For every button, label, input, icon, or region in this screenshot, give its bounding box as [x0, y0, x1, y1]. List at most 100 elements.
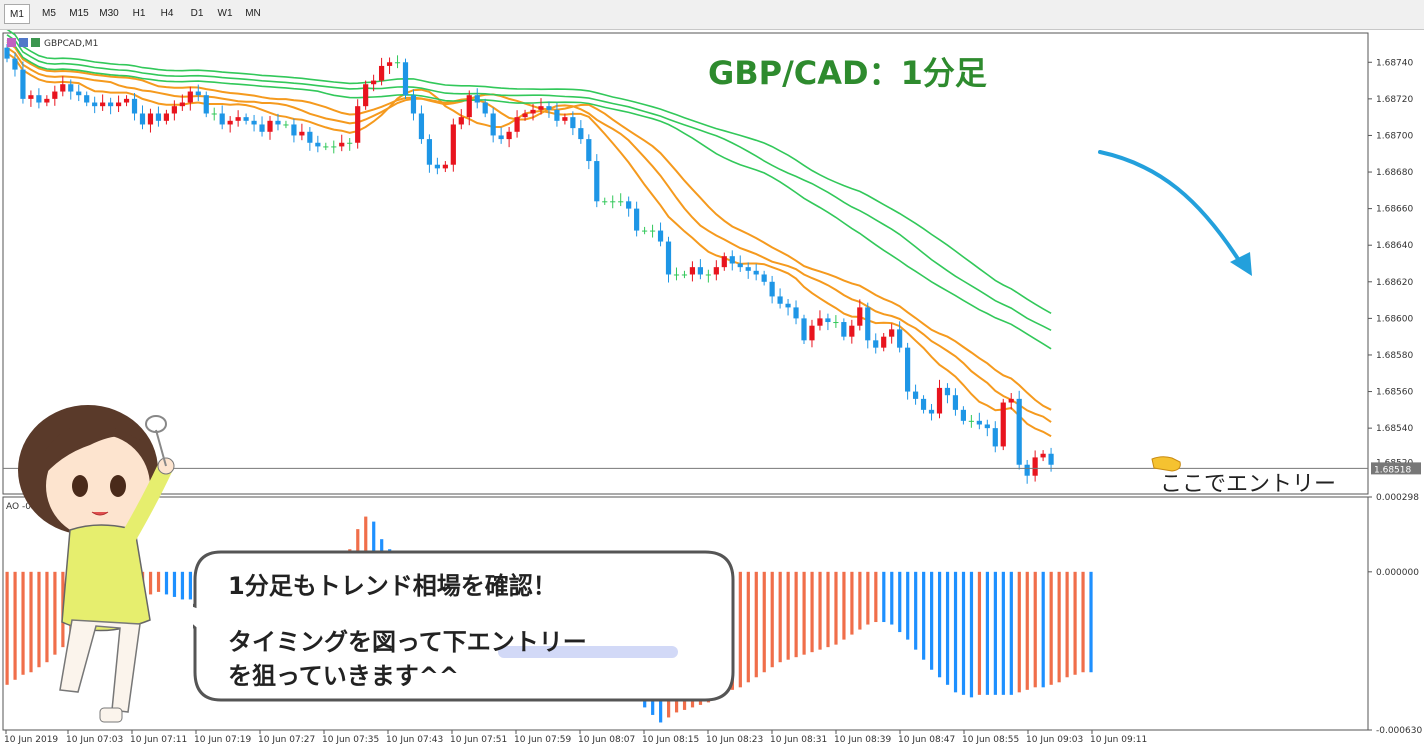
ao-bar: [842, 571, 846, 640]
ao-bar: [29, 571, 33, 673]
candle-body: [76, 91, 82, 96]
time-tick-label: 10 Jun 09:03: [1026, 735, 1083, 745]
candle-body: [92, 102, 98, 107]
timeframe-w1-button[interactable]: W1: [217, 8, 233, 19]
ao-bar: [818, 571, 822, 650]
ao-bar: [754, 571, 758, 678]
candle-body: [634, 208, 640, 231]
timeframe-m1-button[interactable]: M1: [4, 4, 30, 24]
fast-ma-line: [6, 41, 1052, 411]
candle-body: [4, 47, 10, 59]
ao-bar: [937, 571, 942, 678]
ao-bar: [794, 571, 798, 658]
candle-body: [881, 336, 887, 348]
candle-body: [331, 146, 337, 148]
ao-panel-frame: [2, 496, 1369, 731]
main-panel-frame: [2, 32, 1369, 495]
candle-body: [1000, 402, 1006, 447]
candle-body: [753, 270, 759, 275]
candle-body: [259, 124, 265, 132]
current-price-label: 1.68518: [1374, 465, 1411, 475]
girl-legs: [59, 619, 141, 713]
candle-body: [952, 395, 959, 410]
timeframe-mn-button[interactable]: MN: [245, 8, 261, 19]
candle-body: [84, 95, 90, 103]
candle-body: [115, 102, 122, 107]
candle-body: [466, 95, 472, 118]
candle-body: [849, 325, 855, 337]
timeframe-m15-button[interactable]: M15: [69, 8, 89, 19]
slow-ma-line: [6, 30, 1052, 314]
candle-body: [905, 347, 911, 392]
candle-body: [386, 62, 393, 66]
symbol-icon: [19, 38, 28, 47]
candle-body: [673, 274, 680, 276]
ao-tick-label: 0.000000: [1376, 568, 1419, 578]
ao-bar: [945, 571, 950, 685]
time-tick-label: 10 Jun 07:11: [130, 735, 187, 745]
ao-bar: [1033, 571, 1037, 688]
time-tick-label: 10 Jun 08:39: [834, 735, 891, 745]
time-tick-label: 10 Jun 08:15: [642, 735, 699, 745]
candle-body: [912, 391, 919, 399]
ao-bar: [834, 571, 838, 645]
ao-tick-label: 0.000298: [1376, 493, 1419, 503]
price-tick-label: 1.68560: [1376, 388, 1413, 398]
candle-body: [514, 117, 520, 132]
candle-body: [833, 322, 839, 324]
price-tick-label: 1.68580: [1376, 351, 1413, 361]
girl-eye: [110, 475, 126, 497]
candle-body: [817, 318, 823, 326]
ao-bar: [45, 571, 49, 663]
candle-body: [355, 106, 361, 143]
time-tick-label: 10 Jun 2019: [4, 735, 58, 745]
price-tick-label: 1.68640: [1376, 241, 1413, 251]
ao-bar: [5, 571, 9, 685]
ao-bar: [802, 571, 806, 655]
ao-bar: [969, 571, 974, 698]
ao-bar: [858, 571, 862, 630]
candle-body: [155, 113, 162, 121]
candle-body: [594, 161, 600, 202]
candle-body: [530, 109, 536, 114]
candle-body: [1016, 398, 1022, 465]
candle-body: [267, 120, 273, 132]
ao-bar: [172, 571, 177, 597]
girl-mouth: [91, 511, 109, 516]
timeframe-h4-button[interactable]: H4: [160, 8, 174, 19]
candle-body: [546, 106, 552, 110]
candle-body: [928, 409, 935, 414]
candle-body: [522, 113, 528, 118]
candle-body: [498, 135, 504, 140]
timeframe-d1-button[interactable]: D1: [190, 8, 204, 19]
candle-body: [147, 113, 154, 125]
ao-bar: [746, 571, 750, 683]
candle-body: [968, 420, 974, 422]
ao-bar: [922, 571, 926, 660]
timeframe-h1-button[interactable]: H1: [132, 8, 146, 19]
candle-body: [865, 307, 871, 341]
candle-body: [610, 201, 616, 203]
ao-bar: [13, 571, 17, 680]
current-price-box: [1371, 462, 1421, 475]
ao-bar: [786, 571, 790, 660]
timeframe-m30-button[interactable]: M30: [99, 8, 119, 19]
ao-bar: [1073, 571, 1077, 675]
candle-body: [897, 329, 903, 348]
ao-bar: [770, 571, 774, 668]
candle-body: [291, 124, 297, 136]
time-tick-label: 10 Jun 08:47: [898, 735, 955, 745]
candle-body: [108, 102, 114, 107]
time-tick-label: 10 Jun 07:35: [322, 735, 379, 745]
candle-body: [490, 113, 496, 136]
candle-body: [474, 95, 480, 103]
time-tick-label: 10 Jun 09:11: [1090, 735, 1147, 745]
timeframe-m5-button[interactable]: M5: [42, 8, 56, 19]
symbol-icon: [31, 38, 40, 47]
girl-face: [46, 434, 150, 538]
time-tick-label: 10 Jun 07:19: [194, 735, 251, 745]
ao-bar: [930, 571, 934, 670]
pointing-hand-icon: [1151, 456, 1181, 472]
ao-bar: [1009, 571, 1013, 695]
ao-bar: [1081, 571, 1085, 673]
